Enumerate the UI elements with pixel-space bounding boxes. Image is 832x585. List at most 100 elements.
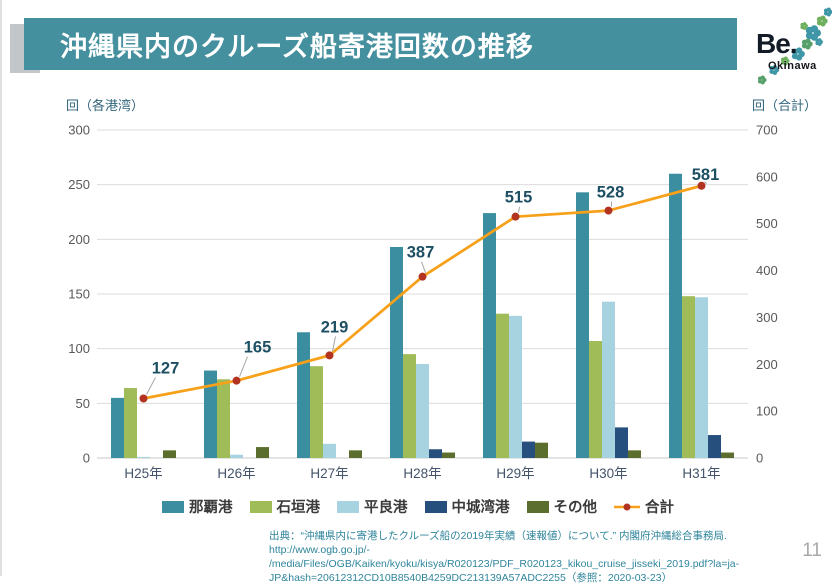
right-axis-tick-label: 600 bbox=[756, 169, 778, 184]
flower-petal bbox=[805, 31, 814, 40]
legend-label: 中城湾港 bbox=[451, 500, 510, 516]
bar-4-cat-7 bbox=[708, 435, 721, 458]
legend-label: その他 bbox=[553, 500, 598, 516]
flower-petal bbox=[802, 22, 807, 26]
flower-icon bbox=[801, 38, 813, 50]
data-label-leader-line bbox=[239, 356, 248, 377]
total-data-label: 219 bbox=[321, 318, 349, 336]
flower-petal bbox=[810, 25, 818, 33]
source-citation: 出典：“沖縄県内に寄港したクルーズ船の2019年実績（速報値）について.” 内閣… bbox=[269, 530, 829, 585]
bar-2-cat-2 bbox=[217, 379, 230, 458]
total-data-label: 528 bbox=[597, 184, 625, 202]
legend-label: 平良港 bbox=[364, 500, 408, 516]
legend-item-5: その他 bbox=[526, 496, 598, 517]
source-line: 出典：“沖縄県内に寄港したクルーズ船の2019年実績（速報値）について.” 内閣… bbox=[269, 530, 727, 556]
bar-2-cat-7 bbox=[682, 296, 695, 458]
flower-petal bbox=[783, 56, 788, 61]
bar-5-cat-4 bbox=[442, 452, 455, 458]
bar-2-cat-3 bbox=[310, 366, 323, 458]
bar-3-cat-5 bbox=[509, 315, 522, 458]
total-data-label: 127 bbox=[152, 359, 180, 377]
bar-1-cat-3 bbox=[297, 332, 310, 458]
flower-icon bbox=[815, 38, 823, 46]
bar-5-cat-3 bbox=[349, 450, 362, 458]
be-okinawa-logo: Be. Okinawa bbox=[752, 4, 832, 90]
total-data-label: 165 bbox=[244, 339, 272, 357]
bar-5-cat-2 bbox=[256, 447, 269, 458]
data-label-leader-line bbox=[704, 181, 707, 185]
x-axis-category-label: H30年 bbox=[589, 466, 627, 481]
legend-item-3: 平良港 bbox=[337, 496, 408, 517]
flower-petal bbox=[820, 15, 826, 21]
flower-petal bbox=[815, 41, 820, 46]
flower-icon bbox=[823, 7, 832, 17]
bar-3-cat-6 bbox=[602, 301, 615, 458]
line-marker bbox=[511, 212, 520, 221]
chart-legend: 那覇港 石垣港 平良港 中城湾港 その他 合計 bbox=[2, 496, 832, 517]
legend-item-2: 石垣港 bbox=[249, 496, 320, 517]
legend-label: 那覇港 bbox=[189, 500, 233, 516]
page-number: 11 bbox=[802, 540, 822, 561]
flower-petal bbox=[780, 60, 786, 65]
flower-petal bbox=[791, 53, 799, 60]
left-axis-tick-label: 0 bbox=[83, 451, 90, 466]
legend-swatch bbox=[526, 500, 549, 513]
right-axis-tick-label: 400 bbox=[756, 263, 778, 278]
flower-icon bbox=[800, 22, 808, 30]
x-axis-category-label: H28年 bbox=[403, 466, 441, 481]
bar-1-cat-2 bbox=[204, 370, 217, 458]
bar-3-cat-1 bbox=[137, 456, 150, 458]
right-axis-tick-label: 0 bbox=[756, 451, 763, 466]
flower-petal bbox=[796, 47, 803, 54]
flower-icon bbox=[816, 15, 828, 27]
flower-petal bbox=[760, 75, 765, 80]
bar-1-cat-6 bbox=[576, 192, 589, 458]
right-axis-tick-label: 200 bbox=[756, 357, 778, 372]
title-bar: 沖縄県内のクルーズ船寄港回数の推移 bbox=[24, 18, 737, 70]
line-marker bbox=[697, 181, 706, 190]
x-axis-category-label: H31年 bbox=[682, 466, 720, 481]
line-marker bbox=[418, 272, 427, 281]
page-title: 沖縄県内のクルーズ船寄港回数の推移 bbox=[60, 31, 534, 62]
x-axis-category-label: H29年 bbox=[496, 466, 534, 481]
bar-5-cat-5 bbox=[535, 442, 548, 458]
legend-swatch bbox=[162, 500, 184, 513]
left-axis-tick-label: 150 bbox=[68, 287, 90, 302]
bar-3-cat-4 bbox=[416, 363, 429, 458]
x-axis-category-label: H25年 bbox=[124, 466, 162, 481]
right-axis-tick-label: 500 bbox=[756, 216, 778, 231]
legend-swatch bbox=[249, 500, 272, 513]
bar-2-cat-5 bbox=[496, 313, 509, 458]
flower-petal bbox=[817, 38, 822, 42]
total-data-label: 515 bbox=[505, 189, 533, 207]
flower-petal bbox=[823, 11, 829, 16]
chart-canvas: 3002502001501005007006005004003002001000… bbox=[66, 98, 817, 481]
left-axis-tick-label: 300 bbox=[68, 123, 90, 138]
data-label-leader-line bbox=[146, 377, 156, 395]
flower-icon bbox=[791, 47, 805, 61]
bar-2-cat-1 bbox=[124, 388, 137, 458]
legend-line-marker-swatch bbox=[614, 503, 640, 510]
bar-4-cat-5 bbox=[522, 441, 535, 458]
bar-5-cat-6 bbox=[628, 450, 641, 458]
line-marker bbox=[139, 394, 148, 403]
x-axis-category-label: H26年 bbox=[217, 466, 255, 481]
data-label-leader-line bbox=[332, 336, 336, 352]
line-marker bbox=[232, 376, 241, 385]
left-axis-tick-label: 250 bbox=[68, 177, 90, 192]
data-label-leader-line bbox=[421, 261, 426, 273]
logo-subtext: Okinawa bbox=[768, 60, 817, 72]
left-axis-title: 回（各港湾） bbox=[66, 98, 144, 113]
line-marker bbox=[325, 351, 334, 360]
left-axis-tick-label: 50 bbox=[76, 396, 90, 411]
right-axis-tick-label: 100 bbox=[756, 404, 778, 419]
bar-2-cat-6 bbox=[589, 341, 602, 458]
bar-4-cat-6 bbox=[615, 427, 628, 458]
legend-item-1: 那覇港 bbox=[162, 496, 233, 517]
bar-1-cat-4 bbox=[390, 246, 403, 458]
cruise-port-calls-chart: 300 250 200 150 100 50 0 700 600 500 400 300 200 100 0… bbox=[2, 92, 832, 492]
legend-label: 合計 bbox=[645, 500, 674, 516]
total-data-label: 387 bbox=[407, 244, 435, 262]
source-line: JP&hash=20612312CD10B8540B4259DC213139A5… bbox=[269, 571, 673, 584]
data-label-leader-line bbox=[518, 206, 520, 213]
